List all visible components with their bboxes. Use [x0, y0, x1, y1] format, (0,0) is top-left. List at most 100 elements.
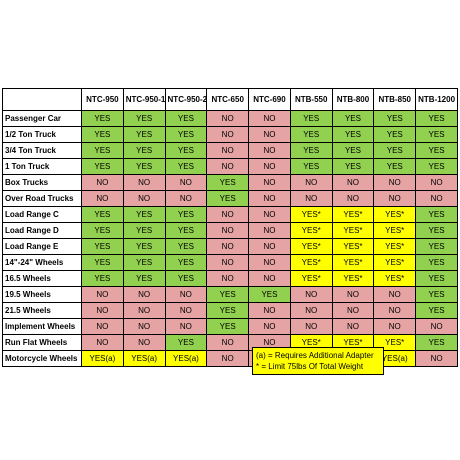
row-label: Load Range D: [2, 222, 82, 239]
status-cell: NO: [289, 302, 333, 319]
status-cell: YES: [164, 126, 208, 143]
status-cell: NO: [248, 142, 291, 159]
status-cell: YES: [289, 110, 333, 127]
table-row: 16.5 Wheels YES YES YES NO NO YES* YES* YES* YES: [2, 270, 458, 287]
status-cell: NO: [248, 302, 291, 319]
status-cell: NO: [248, 126, 291, 143]
status-cell: NO: [122, 334, 166, 351]
table-row: 1/2 Ton Truck YES YES YES NO NO YES YES YES YES: [2, 126, 458, 143]
status-cell: NO: [122, 318, 166, 335]
status-cell: YES: [122, 238, 166, 255]
status-cell: YES: [81, 206, 124, 223]
status-cell: YES: [164, 270, 208, 287]
status-cell: YES*: [289, 206, 333, 223]
status-cell: NO: [415, 190, 458, 207]
status-cell: YES: [164, 110, 208, 127]
status-cell: YES: [164, 158, 208, 175]
status-cell: YES*: [331, 206, 375, 223]
status-cell: YES: [81, 158, 124, 175]
status-cell: NO: [373, 318, 417, 335]
row-label: 16.5 Wheels: [2, 270, 82, 287]
status-cell: YES*: [289, 238, 333, 255]
status-cell: YES: [415, 302, 458, 319]
status-cell: YES: [289, 158, 333, 175]
status-cell: NO: [164, 318, 208, 335]
status-cell: YES: [206, 318, 250, 335]
status-cell: YES: [206, 174, 250, 191]
row-label: 21.5 Wheels: [2, 302, 82, 319]
status-cell: NO: [415, 318, 458, 335]
status-cell: NO: [248, 174, 291, 191]
table-row: Motorcycle WheelsYES(a)YES(a)YES(a)NONOY…: [2, 350, 458, 367]
table-row: Passenger Car YES YES YES NO NO YES YES YES YES: [2, 110, 458, 127]
status-cell: YES: [81, 110, 124, 127]
table-row: Load Range C YES YES YES NO NO YES* YES* YES* YES: [2, 206, 458, 223]
status-cell: NO: [206, 158, 250, 175]
column-header: NTB-550: [289, 88, 333, 111]
status-cell: NO: [206, 126, 250, 143]
note: * = Limit 75lbs Of Total Weight: [256, 362, 364, 371]
table-row: Box Trucks NO NO NO YES NO NO NO NO NO: [2, 174, 458, 191]
status-cell: YES: [373, 110, 417, 127]
notes-box: (a) = Requires Additional Adapter * = Li…: [252, 347, 384, 375]
status-cell: YES: [373, 142, 417, 159]
status-cell: YES: [164, 334, 208, 351]
status-cell: NO: [206, 238, 250, 255]
row-label: Passenger Car: [2, 110, 82, 127]
status-cell: YES: [81, 254, 124, 271]
status-cell: YES: [122, 126, 166, 143]
status-cell: NO: [164, 286, 208, 303]
table-row: Over Road Trucks NO NO NO YES NO NO NO NO NO: [2, 190, 458, 207]
row-label: 1/2 Ton Truck: [2, 126, 82, 143]
status-cell: NO: [331, 302, 375, 319]
status-cell: NO: [81, 302, 124, 319]
status-cell: YES: [122, 206, 166, 223]
status-cell: YES: [164, 222, 208, 239]
status-cell: YES: [415, 334, 458, 351]
status-cell: YES*: [331, 254, 375, 271]
status-cell: YES: [164, 142, 208, 159]
status-cell: YES: [164, 206, 208, 223]
status-cell: YES: [415, 126, 458, 143]
status-cell: YES: [331, 142, 375, 159]
status-cell: NO: [248, 318, 291, 335]
status-cell: NO: [81, 174, 124, 191]
status-cell: YES: [415, 110, 458, 127]
table-row: Implement Wheels NO NO NO YES NO NO NO NO NO: [2, 318, 458, 335]
status-cell: NO: [248, 254, 291, 271]
status-cell: YES: [289, 126, 333, 143]
status-cell: NO: [289, 286, 333, 303]
status-cell: NO: [373, 190, 417, 207]
status-cell: NO: [81, 334, 124, 351]
status-cell: YES: [81, 238, 124, 255]
table-row: 19.5 Wheels NO NO NO YES YES NO NO NO YES: [2, 286, 458, 303]
status-cell: NO: [248, 206, 291, 223]
status-cell: YES*: [289, 222, 333, 239]
status-cell: NO: [415, 350, 458, 367]
status-cell: NO: [81, 190, 124, 207]
status-cell: NO: [289, 174, 333, 191]
row-label: 19.5 Wheels: [2, 286, 82, 303]
table-row: 21.5 Wheels NO NO NO YES NO NO NO NO YES: [2, 302, 458, 319]
column-header: NTC-950: [81, 88, 124, 111]
status-cell: YES*: [373, 270, 417, 287]
status-cell: NO: [122, 302, 166, 319]
row-label: Run Flat Wheels: [2, 334, 82, 351]
column-header: NTC-950-2: [164, 88, 208, 111]
status-cell: YES: [373, 158, 417, 175]
status-cell: NO: [164, 302, 208, 319]
note: (a) = Requires Additional Adapter: [256, 351, 374, 360]
status-cell: NO: [122, 174, 166, 191]
status-cell: YES*: [373, 206, 417, 223]
status-cell: YES: [122, 142, 166, 159]
status-cell: YES*: [373, 238, 417, 255]
row-label: Load Range E: [2, 238, 82, 255]
status-cell: YES*: [331, 238, 375, 255]
status-cell: YES: [415, 142, 458, 159]
status-cell: YES*: [331, 270, 375, 287]
header-row: NTC-950 NTC-950-1 NTC-950-2 NTC-650 NTC-690 N…: [2, 88, 458, 111]
status-cell: NO: [206, 270, 250, 287]
status-cell: NO: [81, 286, 124, 303]
status-cell: YES: [415, 206, 458, 223]
corner-cell: [2, 88, 82, 111]
